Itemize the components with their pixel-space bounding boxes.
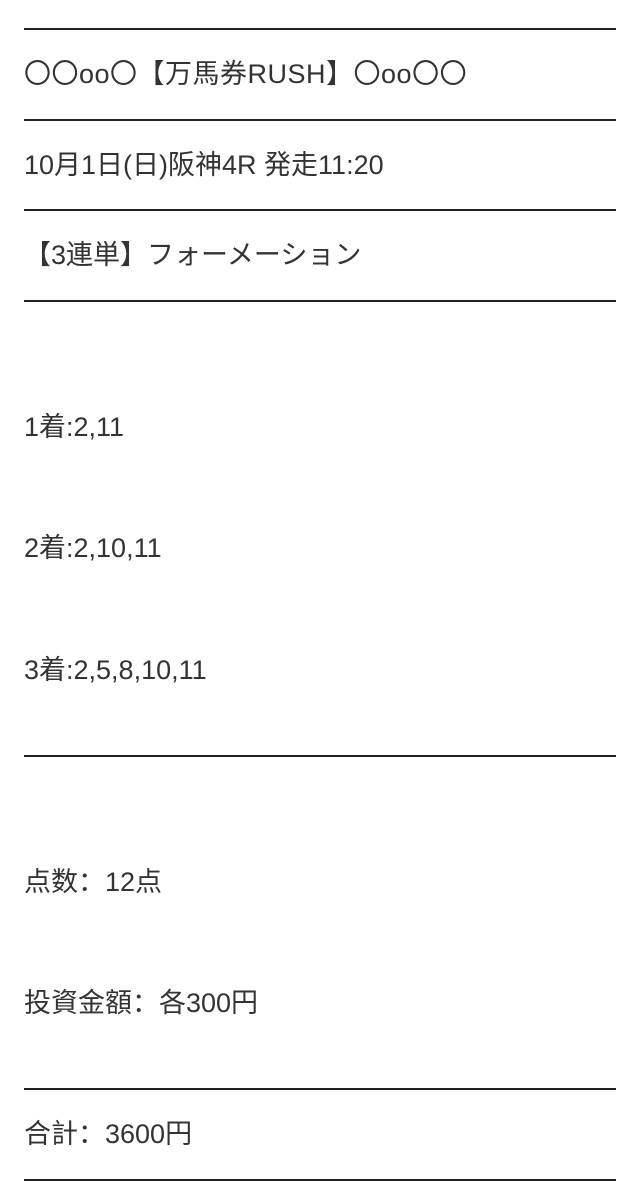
- investment-amount-line: 投資金額：各300円: [24, 983, 616, 1024]
- pick-line-3: 3着:2,5,8,10,11: [24, 650, 616, 691]
- pick-line-2: 2着:2,10,11: [24, 528, 616, 569]
- summary-block: 点数：12点 投資金額：各300円: [24, 757, 616, 1089]
- picks-block: 1着:2,11 2着:2,10,11 3着:2,5,8,10,11: [24, 302, 616, 755]
- pick-line-1: 1着:2,11: [24, 407, 616, 448]
- points-line: 点数：12点: [24, 862, 616, 903]
- total-line: 合計：3600円: [24, 1090, 616, 1179]
- race-info-line: 10月1日(日)阪神4R 発走11:20: [24, 121, 616, 210]
- bet-type-label: 【3連単】フォーメーション: [24, 211, 616, 300]
- divider-bottom: [24, 1179, 616, 1181]
- banner-title: 〇〇oo〇【万馬券RUSH】〇oo〇〇: [24, 30, 616, 119]
